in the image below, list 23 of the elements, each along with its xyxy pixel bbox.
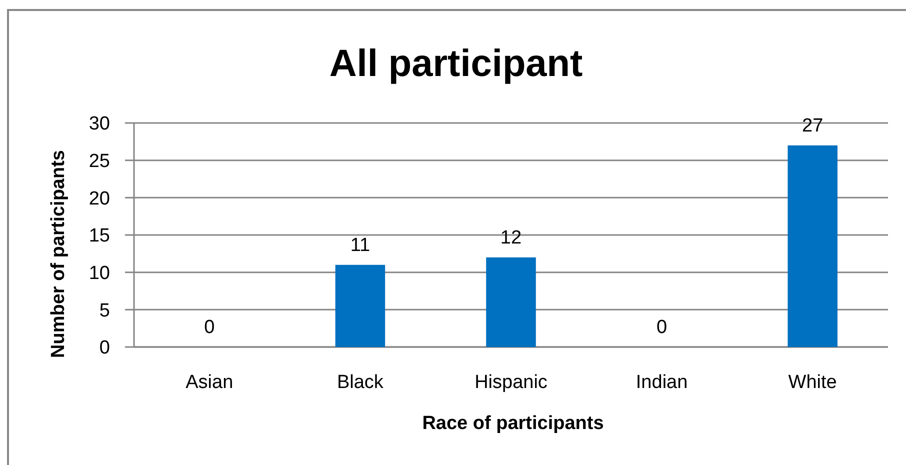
x-tick-label: Indian xyxy=(636,372,688,393)
x-tick-label: White xyxy=(788,372,837,393)
bar xyxy=(486,257,536,347)
data-label: 12 xyxy=(500,227,522,248)
x-tick-label: Black xyxy=(336,372,384,393)
x-tick-label: Hispanic xyxy=(474,372,548,393)
y-axis-title: Number of participants xyxy=(48,150,69,358)
x-axis-title: Race of participants xyxy=(422,413,604,434)
y-tick-label: 30 xyxy=(88,114,110,135)
chart-title: All participant xyxy=(329,43,584,85)
data-label: 27 xyxy=(802,115,824,136)
data-label: 0 xyxy=(204,317,215,338)
data-label: 0 xyxy=(656,317,668,338)
bar xyxy=(335,264,386,347)
y-tick-label: 25 xyxy=(88,150,110,172)
y-tick-label: 20 xyxy=(88,188,110,210)
x-tick-label: Asian xyxy=(186,372,234,393)
y-tick-label: 15 xyxy=(88,226,110,247)
y-tick-label: 10 xyxy=(88,262,110,284)
y-tick-label: 0 xyxy=(99,338,110,359)
data-label: 11 xyxy=(350,234,370,256)
y-tick-label: 5 xyxy=(99,300,110,322)
bar xyxy=(788,145,838,347)
